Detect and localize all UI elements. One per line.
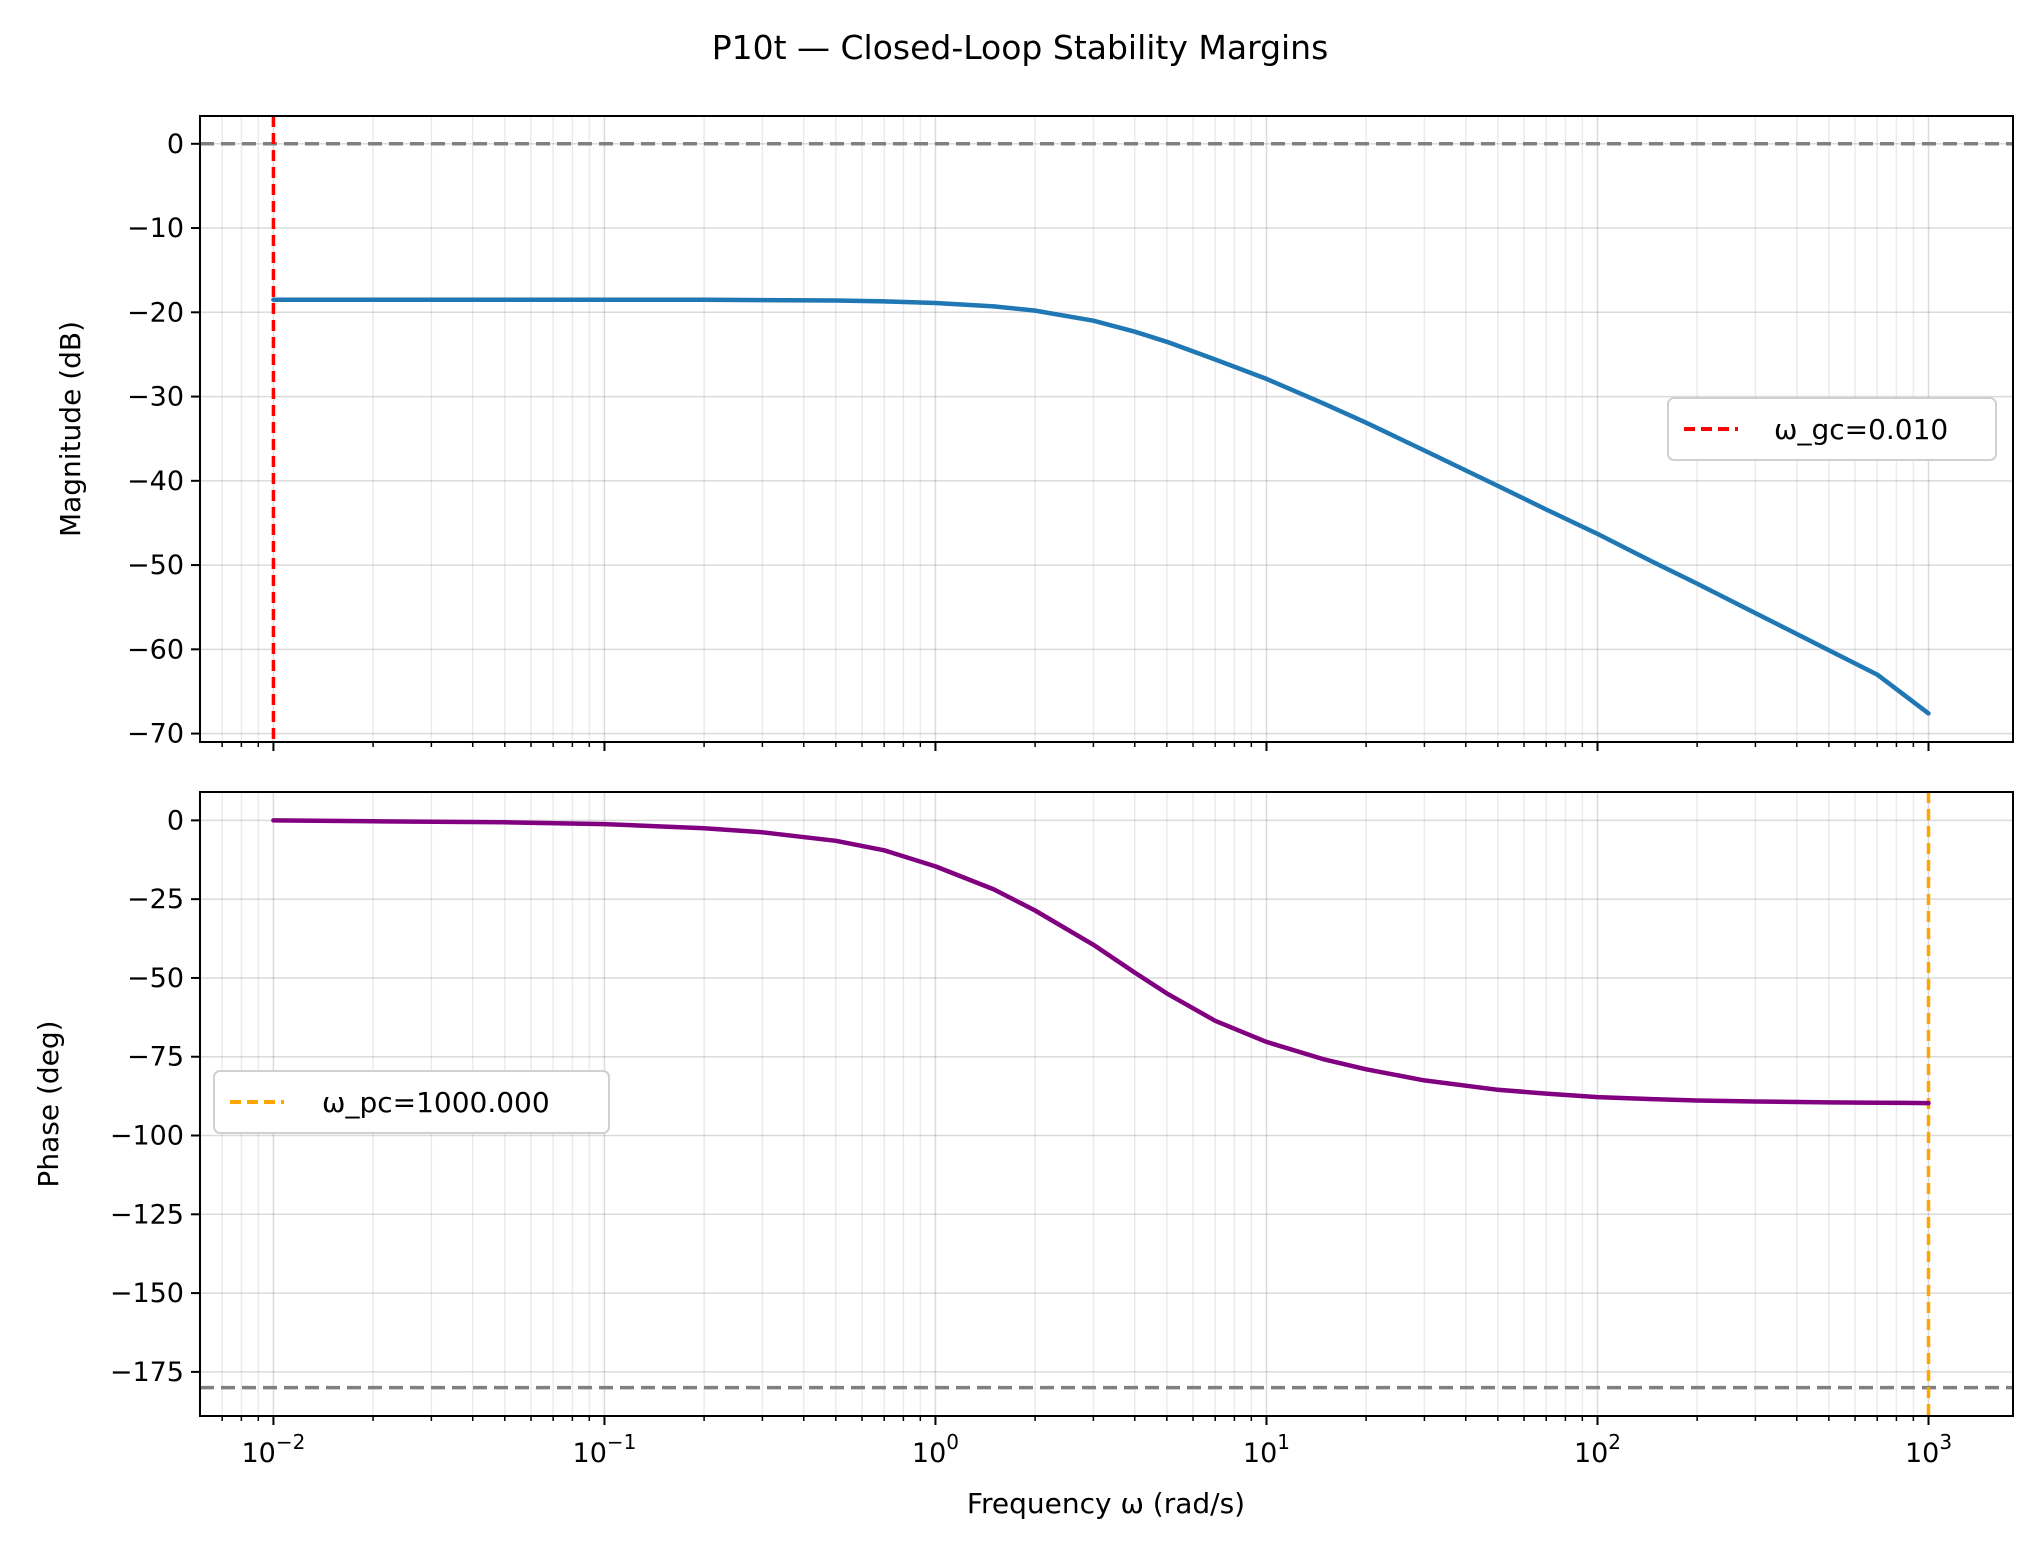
y-tick-label: −70: [127, 719, 184, 750]
phase-legend: ω_pc=1000.000: [213, 1070, 610, 1134]
phase-panel: 0−25−50−75−100−125−150−175 10−2 10−1 100 10…: [32, 791, 2014, 1469]
x-tick-label: 103: [1905, 1430, 1952, 1469]
y-tick-label: −50: [127, 963, 184, 994]
x-axis-label: Frequency ω (rad/s): [967, 1487, 1245, 1520]
y-tick-label: −10: [127, 213, 184, 244]
magnitude-panel: 0 −10 −20 −30 −40 −50 −60 −70 Magnitude (dB) ω_…: [54, 115, 2014, 751]
y-tick-label: −125: [110, 1199, 184, 1230]
phase-ylabel: Phase (deg): [32, 1020, 65, 1187]
y-tick-label: −175: [110, 1357, 184, 1388]
y-tick-label: 0: [167, 805, 184, 836]
phase-legend-box: [213, 1070, 610, 1134]
y-tick-label: −25: [127, 884, 184, 915]
y-tick-label: −50: [127, 550, 184, 581]
x-tick-label: 100: [912, 1430, 959, 1469]
y-tick-label: −30: [127, 382, 184, 413]
magnitude-y-axis: 0 −10 −20 −30 −40 −50 −60 −70: [127, 129, 200, 750]
magnitude-series: [271, 297, 1931, 716]
phase-x-axis: 10−2 10−1 100 101 102 103: [221, 1416, 1952, 1469]
magnitude-legend-label: ω_gc=0.010: [1774, 413, 1948, 446]
y-tick-label: −40: [127, 466, 184, 497]
phase-y-axis: 0 −25 −50 −75 −100 −125 −150 −175: [110, 805, 200, 1388]
magnitude-curve: [271, 297, 1931, 716]
x-tick-label: 101: [1243, 1430, 1290, 1469]
phase-curve: [271, 818, 1931, 1106]
magnitude-reference-lines: [200, 116, 2013, 742]
x-tick-label: 10−1: [573, 1430, 637, 1469]
y-tick-label: −100: [110, 1121, 184, 1152]
phase-legend-label: ω_pc=1000.000: [322, 1086, 550, 1119]
x-tick-label: 102: [1574, 1430, 1621, 1469]
y-tick-label: −20: [127, 297, 184, 328]
y-tick-label: −75: [127, 1042, 184, 1073]
y-tick-label: −60: [127, 634, 184, 665]
phase-frame: [199, 791, 2014, 1417]
phase-series: [271, 818, 1931, 1106]
magnitude-legend-box: [1667, 397, 1997, 461]
magnitude-frame: [199, 115, 2014, 743]
x-tick-label: 10−2: [242, 1430, 306, 1469]
y-tick-label: −150: [110, 1278, 184, 1309]
magnitude-legend: ω_gc=0.010: [1667, 397, 1997, 461]
chart-title: P10t — Closed-Loop Stability Margins: [712, 28, 1329, 67]
magnitude-x-axis: [221, 742, 1930, 751]
magnitude-grid: [200, 116, 2013, 742]
magnitude-ylabel: Magnitude (dB): [54, 321, 87, 537]
y-tick-label: 0: [167, 129, 184, 160]
